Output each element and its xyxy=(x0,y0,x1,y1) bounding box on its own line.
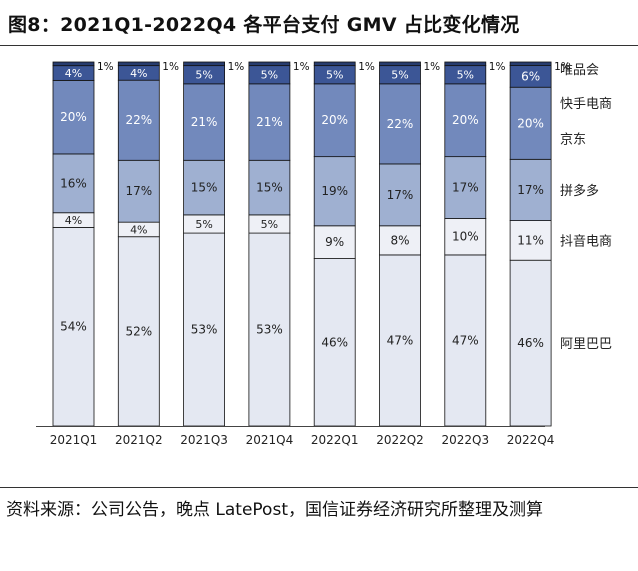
data-label: 47% xyxy=(387,333,414,347)
bar-segment xyxy=(248,232,291,427)
data-label: 15% xyxy=(256,181,283,195)
data-label: 1% xyxy=(358,61,375,73)
data-label: 19% xyxy=(321,184,348,198)
bar-segment xyxy=(248,61,291,67)
data-label: 53% xyxy=(191,323,218,337)
legend-label: 唯品会 xyxy=(560,63,599,78)
data-label: 22% xyxy=(387,117,414,131)
data-label: 16% xyxy=(60,176,87,190)
bar-segment xyxy=(509,259,552,427)
data-label: 1% xyxy=(554,61,571,73)
bar-segment xyxy=(379,83,421,165)
data-label: 5% xyxy=(195,218,212,231)
data-label: 9% xyxy=(325,235,344,249)
data-label: 20% xyxy=(60,110,87,124)
bar-segment xyxy=(52,227,95,427)
source-note: 资料来源：公司公告，晚点 LatePost，国信证券经济研究所整理及测算 xyxy=(6,500,543,520)
bar-segment xyxy=(313,61,356,67)
data-label: 15% xyxy=(191,181,218,195)
x-tick-label: 2022Q4 xyxy=(507,433,555,447)
bar-segment xyxy=(313,258,356,427)
data-label: 5% xyxy=(326,69,343,82)
data-label: 4% xyxy=(130,67,147,80)
data-label: 53% xyxy=(256,323,283,337)
x-tick-label: 2021Q2 xyxy=(115,433,163,447)
bar-segment xyxy=(117,159,160,223)
data-label: 5% xyxy=(391,69,408,82)
data-label: 21% xyxy=(191,115,218,129)
data-label: 52% xyxy=(125,324,152,338)
data-label: 22% xyxy=(125,113,152,127)
x-tick-label: 2021Q4 xyxy=(246,433,294,447)
data-label: 5% xyxy=(457,69,474,82)
bar-segment xyxy=(379,61,421,67)
data-label: 17% xyxy=(125,184,152,198)
data-label: 21% xyxy=(256,115,283,129)
bar-segment xyxy=(509,86,552,160)
bar-segment xyxy=(509,158,552,221)
stacked-bar-chart: 54% 4% 16% 20% 4% 1% 2021Q1 52% 4% 17% 22% 4% 1% 2021… xyxy=(36,61,612,447)
x-tick-label: 2022Q1 xyxy=(311,433,359,447)
bar-segment xyxy=(117,61,160,67)
bar-segment xyxy=(117,236,160,427)
bar-segment xyxy=(183,159,226,216)
bar-segment xyxy=(444,218,487,256)
data-label: 4% xyxy=(65,67,82,80)
legend-label: 京东 xyxy=(560,132,586,147)
data-label: 17% xyxy=(452,181,479,195)
bar-segment xyxy=(313,156,356,227)
data-label: 1% xyxy=(162,61,179,73)
title-rule xyxy=(0,45,638,46)
data-label: 4% xyxy=(130,223,147,236)
bar-segment xyxy=(509,61,552,67)
bar-segment xyxy=(379,225,421,256)
data-label: 46% xyxy=(321,335,348,349)
data-label: 54% xyxy=(60,320,87,334)
bar-segment xyxy=(444,156,487,219)
x-tick-label: 2021Q1 xyxy=(50,433,98,447)
bar-segment xyxy=(444,61,487,67)
legend-label: 拼多多 xyxy=(560,183,599,199)
bar-segment xyxy=(444,83,487,158)
data-label: 47% xyxy=(452,333,479,347)
legend-label: 快手电商 xyxy=(560,97,612,112)
bar-segment xyxy=(52,153,95,214)
data-label: 1% xyxy=(293,61,310,73)
bar-segment xyxy=(183,232,226,427)
data-label: 17% xyxy=(517,183,544,197)
data-label: 5% xyxy=(261,69,278,82)
data-label: 4% xyxy=(65,214,82,227)
bar-segment xyxy=(183,83,226,161)
x-tick-label: 2021Q3 xyxy=(180,433,228,447)
bar-segment xyxy=(313,225,356,259)
data-label: 6% xyxy=(521,69,540,83)
data-label: 1% xyxy=(97,61,114,73)
data-label: 11% xyxy=(517,233,544,247)
data-label: 8% xyxy=(390,233,409,247)
chart-title: 图8：2021Q1-2022Q4 各平台支付 GMV 占比变化情况 xyxy=(8,14,520,36)
source-rule xyxy=(0,487,638,488)
bar-segment xyxy=(379,254,421,427)
bar-segment xyxy=(52,61,95,67)
data-label: 1% xyxy=(228,61,245,73)
data-label: 20% xyxy=(321,113,348,127)
data-label: 5% xyxy=(195,69,212,82)
data-label: 1% xyxy=(424,61,441,73)
data-label: 17% xyxy=(387,188,414,202)
x-tick-label: 2022Q2 xyxy=(376,433,424,447)
data-label: 1% xyxy=(489,61,506,73)
data-label: 20% xyxy=(452,113,479,127)
data-label: 20% xyxy=(517,116,544,130)
data-label: 10% xyxy=(452,230,479,244)
x-tick-label: 2022Q3 xyxy=(441,433,489,447)
legend-label: 抖音电商 xyxy=(560,233,612,249)
data-label: 46% xyxy=(517,336,544,350)
data-label: 5% xyxy=(261,218,278,231)
legend-label: 阿里巴巴 xyxy=(560,337,612,352)
bar-segment xyxy=(183,61,226,67)
